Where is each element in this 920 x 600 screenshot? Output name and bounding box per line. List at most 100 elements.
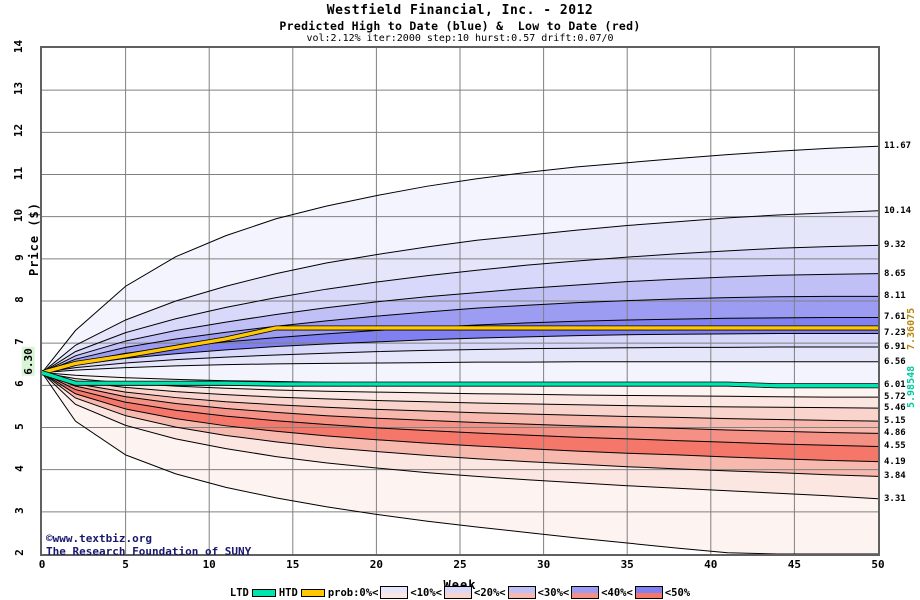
contour-outer_low <box>42 372 878 554</box>
legend-swatch-2 <box>507 586 536 599</box>
right-label-8.65: 8.65 <box>884 268 906 279</box>
htd-swatch <box>300 588 325 597</box>
contour-b2 <box>42 210 878 374</box>
legend-prob-label: prob:0%< <box>327 586 379 599</box>
red-band-1 <box>42 372 878 409</box>
y-tick-9: 9 <box>12 254 26 261</box>
contour-l6 <box>42 372 878 447</box>
right-label-4.55: 4.55 <box>884 441 906 452</box>
contour-l8 <box>42 372 878 477</box>
x-tick-40: 40 <box>704 558 718 571</box>
legend-threshold-2: <30%< <box>537 586 570 599</box>
legend-swatch-red-0 <box>381 592 408 598</box>
legend-swatch-red-3 <box>572 592 599 598</box>
blue-band-3 <box>42 273 878 373</box>
blue-band-5 <box>42 317 878 373</box>
y-tick-14: 14 <box>12 39 26 54</box>
legend-swatch-blue-3 <box>572 587 599 593</box>
x-tick-0: 0 <box>38 558 46 571</box>
htd-line <box>42 326 878 375</box>
legend-label-ltd: LTD <box>229 586 249 599</box>
fan-chart-svg <box>42 48 878 554</box>
ltd-end-value-label: 5.98548 <box>906 365 917 408</box>
contour-b7 <box>42 332 878 374</box>
right-label-6.56: 6.56 <box>884 356 906 367</box>
right-label-3.84: 3.84 <box>884 471 906 482</box>
y-tick-3: 3 <box>12 507 26 514</box>
chart-subtitle: Predicted High to Date (blue) & Low to D… <box>279 19 641 33</box>
right-label-5.46: 5.46 <box>884 403 906 414</box>
x-tick-30: 30 <box>536 558 551 571</box>
x-tick-45: 45 <box>787 558 802 571</box>
legend-swatch-4 <box>634 586 663 599</box>
right-label-3.31: 3.31 <box>884 493 906 504</box>
right-label-5.72: 5.72 <box>884 392 906 403</box>
contour-b8 <box>42 346 878 374</box>
chart-parameters: vol:2.12% iter:2000 step:10 hurst:0.57 d… <box>306 33 614 44</box>
legend-item-htd[interactable]: HTD <box>279 587 328 599</box>
x-tick-10: 10 <box>202 558 216 571</box>
right-label-5.15: 5.15 <box>884 416 906 427</box>
y-axis-label: Price ($) <box>27 201 41 277</box>
y-tick-13: 13 <box>12 82 26 96</box>
blue-band-4 <box>42 296 878 373</box>
start-price-label: 6.30 <box>21 346 35 376</box>
contour-b9 <box>42 361 878 374</box>
legend-swatch-3 <box>571 586 600 599</box>
chart-title: Westfield Financial, Inc. - 2012 <box>326 3 594 18</box>
x-tick-15: 15 <box>286 558 300 571</box>
red-band-3 <box>42 372 878 434</box>
legend-swatch-blue-0 <box>381 587 408 593</box>
y-tick-12: 12 <box>12 124 26 138</box>
contour-b3 <box>42 244 878 374</box>
plot-area <box>40 46 880 556</box>
legend-swatch-red-1 <box>445 592 471 598</box>
copyright-line-1: ©www.textbiz.org <box>46 532 152 545</box>
right-label-4.86: 4.86 <box>884 428 906 439</box>
legend-swatch-0 <box>380 586 409 599</box>
ltd-line <box>42 371 878 388</box>
x-tick-35: 35 <box>620 558 634 571</box>
legend-swatch-blue-1 <box>445 587 471 593</box>
copyright-notice: ©www.textbiz.org The Research Foundation… <box>46 532 251 558</box>
x-tick-25: 25 <box>453 558 467 571</box>
htd-end-value-label: 7.36075 <box>906 307 917 350</box>
legend-threshold-0: <10%< <box>410 586 442 599</box>
right-label-10.14: 10.14 <box>884 205 912 216</box>
contour-l5 <box>42 372 878 434</box>
contour-outer <box>42 145 878 373</box>
x-tick-50: 50 <box>871 558 885 571</box>
y-tick-6: 6 <box>12 380 26 388</box>
legend-label-htd: HTD <box>278 586 298 599</box>
x-tick-20: 20 <box>369 558 384 571</box>
y-tick-4: 4 <box>12 464 26 472</box>
contour-l3 <box>42 372 878 409</box>
contour-l4 <box>42 372 878 422</box>
y-tick-8: 8 <box>12 296 26 303</box>
x-tick-5: 5 <box>122 558 129 571</box>
right-label-6.91: 6.91 <box>884 341 906 352</box>
contour-b4 <box>42 273 878 374</box>
contour-l7 <box>42 372 878 463</box>
contour-l9 <box>42 372 878 500</box>
ltd-swatch <box>251 588 276 597</box>
y-tick-5: 5 <box>12 422 26 430</box>
blue-band-0 <box>42 146 878 373</box>
legend-threshold-3: <40%< <box>601 586 633 599</box>
legend-item-ltd[interactable]: LTD <box>230 587 279 599</box>
y-tick-10: 10 <box>12 208 26 222</box>
right-label-9.32: 9.32 <box>884 240 906 251</box>
chart-legend: LTD HTD prob:0%< <10%< <20%< <30%< <40%< <50% <box>0 586 920 599</box>
right-label-4.19: 4.19 <box>884 456 906 467</box>
legend-swatch-red-4 <box>635 592 662 598</box>
right-label-11.67: 11.67 <box>884 141 912 152</box>
legend-threshold-4: <50% <box>664 586 691 599</box>
y-tick-11: 11 <box>12 166 26 180</box>
legend-swatch-blue-2 <box>508 587 535 593</box>
red-band-8 <box>42 372 878 554</box>
right-label-7.61: 7.61 <box>884 312 906 323</box>
contour-b5 <box>42 295 878 374</box>
legend-swatch-1 <box>444 586 472 599</box>
legend-threshold-1: <20%< <box>474 586 506 599</box>
